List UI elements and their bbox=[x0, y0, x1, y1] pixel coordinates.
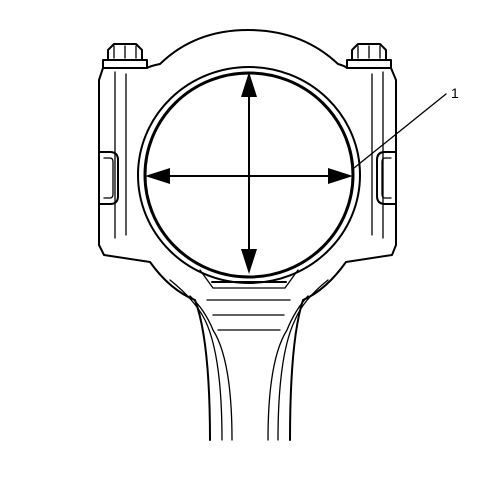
vertical-measurement-arrow bbox=[241, 72, 257, 274]
left-bolt-head bbox=[102, 43, 148, 69]
rod-shank bbox=[149, 261, 347, 441]
callout-1: 1 bbox=[353, 85, 459, 169]
side-notches bbox=[98, 151, 397, 205]
right-bolt-head bbox=[346, 43, 392, 69]
callout-label: 1 bbox=[451, 85, 459, 101]
rod-cap-outline bbox=[98, 29, 397, 263]
